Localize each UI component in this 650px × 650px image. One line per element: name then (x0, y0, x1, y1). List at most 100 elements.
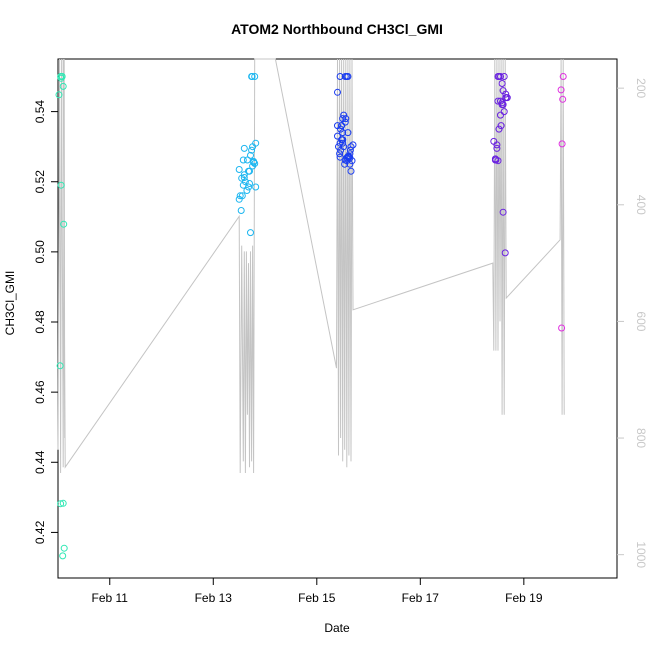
right-tick-label: 400 (634, 195, 648, 215)
data-point (235, 195, 243, 203)
data-point (248, 73, 256, 80)
altitude-trace-layer (57, 58, 565, 474)
data-point (492, 156, 500, 164)
data-point (247, 229, 254, 237)
data-point (240, 174, 248, 181)
data-point (497, 122, 505, 130)
data-point (245, 167, 252, 175)
data-point (237, 207, 245, 214)
data-point (241, 178, 249, 186)
data-point (59, 552, 67, 560)
data-point (494, 97, 502, 105)
data-point (344, 153, 352, 161)
altitude-trace-line (57, 58, 565, 474)
data-point (57, 500, 65, 508)
data-point (55, 91, 63, 99)
data-point (341, 160, 349, 168)
data-point (57, 181, 65, 189)
data-point (59, 499, 67, 507)
data-point (502, 90, 510, 98)
data-point (558, 324, 566, 332)
data-point (251, 160, 259, 167)
y-tick-label: 0.46 (33, 380, 47, 404)
data-point (59, 82, 67, 90)
data-point (334, 88, 341, 96)
data-point (495, 125, 503, 133)
data-point (493, 144, 501, 152)
x-tick-label: Feb 13 (195, 591, 233, 605)
data-point (342, 115, 350, 123)
x-tick-label: Feb 19 (505, 591, 543, 605)
y-axis-label: CH3Cl_GMI (3, 271, 17, 336)
y-tick-label: 0.48 (33, 310, 47, 334)
data-point (245, 183, 252, 191)
y-tick-label: 0.42 (33, 520, 47, 544)
data-point (497, 111, 504, 119)
data-point (559, 73, 567, 80)
data-point (500, 108, 508, 116)
data-point (334, 132, 341, 140)
data-point (498, 99, 506, 107)
data-point (347, 143, 355, 151)
data-point (497, 73, 504, 80)
data-point (239, 156, 247, 164)
y-tick-label: 0.54 (33, 100, 47, 124)
right-axis: 200 400 600 800 1000 (617, 78, 648, 568)
data-point (497, 97, 504, 105)
data-point (336, 150, 344, 158)
y-tick-label: 0.44 (33, 450, 47, 474)
data-point (336, 73, 344, 80)
data-point (248, 146, 256, 154)
data-point (502, 94, 510, 102)
right-tick-label: 1000 (634, 541, 648, 568)
data-point (243, 187, 251, 194)
data-point (498, 80, 506, 87)
right-tick-label: 800 (634, 428, 648, 448)
data-points-layer (55, 73, 567, 560)
data-point (340, 111, 348, 119)
data-point (557, 86, 565, 94)
data-point (493, 141, 501, 149)
data-point (337, 146, 345, 154)
chart-title: ATOM2 Northbound CH3Cl_GMI (231, 21, 443, 37)
y-tick-label: 0.52 (33, 170, 47, 194)
data-point (339, 136, 347, 144)
data-point (558, 140, 566, 148)
y-tick-label: 0.50 (33, 240, 47, 264)
data-point (60, 220, 68, 228)
data-point (246, 180, 253, 187)
data-point (501, 249, 509, 257)
data-point (499, 208, 507, 216)
data-point (334, 122, 341, 130)
data-point (251, 73, 259, 80)
data-point (252, 183, 260, 191)
data-point (57, 74, 65, 82)
data-point (341, 118, 349, 126)
data-point (349, 141, 357, 149)
data-point (344, 73, 352, 80)
data-point (344, 129, 352, 137)
data-point (339, 129, 347, 137)
data-point (343, 157, 351, 165)
data-point (338, 122, 346, 130)
right-tick-label: 200 (634, 78, 648, 98)
x-axis: Feb 11 Feb 13 Feb 15 Feb 17 Feb 19 (92, 578, 543, 605)
data-point (335, 143, 342, 151)
data-point (56, 362, 64, 370)
data-point (236, 192, 244, 200)
data-point (235, 166, 243, 173)
right-tick-label: 600 (634, 311, 648, 331)
x-tick-label: Feb 17 (402, 591, 440, 605)
data-point (559, 95, 567, 103)
x-axis-label: Date (324, 621, 350, 635)
data-point (60, 544, 68, 552)
x-tick-label: Feb 15 (298, 591, 336, 605)
data-point (240, 171, 248, 179)
data-point (249, 143, 257, 151)
y-axis: 0.42 0.44 0.46 0.48 0.50 0.52 0.54 (33, 100, 58, 544)
data-point (500, 73, 508, 80)
data-point (339, 139, 347, 147)
data-point (336, 153, 344, 161)
data-point (347, 167, 355, 175)
